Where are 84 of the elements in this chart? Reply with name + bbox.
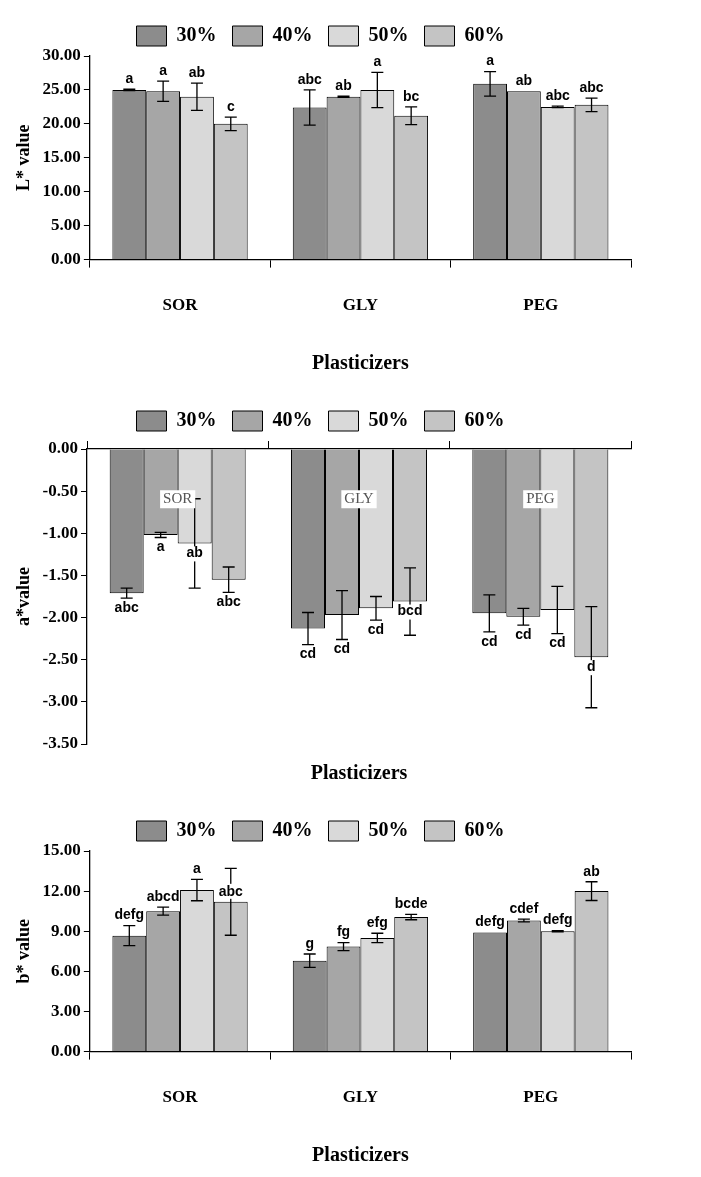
data-label: a — [125, 70, 134, 87]
data-label: abcd — [146, 888, 180, 905]
y-tick-label: 15.00 — [42, 840, 81, 860]
data-label: cd — [549, 634, 566, 651]
data-label: defg — [542, 911, 573, 928]
data-label: a — [373, 53, 382, 70]
x-tick-label: PEG — [523, 1087, 559, 1107]
data-label: cd — [481, 632, 498, 649]
data-label: a — [156, 538, 165, 555]
y-tick-label: -2.00 — [42, 606, 79, 626]
data-label: a — [159, 61, 168, 78]
legend-label: 30% — [176, 23, 217, 46]
data-label: bc — [402, 87, 420, 104]
data-label: abc — [545, 87, 570, 104]
y-tick-label: -3.00 — [42, 691, 79, 711]
legend-label: 60% — [464, 818, 505, 841]
y-axis-title: L* value — [13, 124, 34, 192]
y-tick-label: 0.00 — [51, 1040, 81, 1060]
y-tick-label: 6.00 — [51, 960, 81, 980]
data-label: a — [486, 52, 495, 69]
x-axis-title: Plasticizers — [312, 351, 409, 374]
data-label: cd — [515, 626, 532, 643]
legend-label: 40% — [272, 23, 313, 46]
data-label: fg — [336, 923, 351, 940]
legend-label: 50% — [368, 818, 409, 841]
data-label: a — [193, 860, 202, 877]
y-tick-label: 12.00 — [42, 880, 81, 900]
legend-label: 60% — [464, 408, 505, 431]
y-tick-label: -2.50 — [42, 649, 79, 669]
data-label: bcd — [397, 602, 423, 619]
legend-label: 50% — [368, 408, 409, 431]
x-tick-label: PEG — [526, 490, 555, 507]
data-label: abc — [579, 78, 604, 95]
data-label: abc — [218, 882, 244, 899]
y-tick-label: 3.00 — [51, 1000, 81, 1020]
x-tick-label: GLY — [342, 295, 379, 315]
x-tick-label: GLY — [344, 490, 374, 507]
data-label: abc — [216, 593, 241, 610]
data-label: ab — [188, 64, 206, 81]
data-label: defg — [114, 906, 145, 923]
data-label: d — [587, 658, 596, 675]
data-label: abc — [114, 599, 139, 616]
y-tick-label: 30.00 — [42, 45, 81, 65]
legend-label: 50% — [368, 23, 409, 46]
legend-label: 60% — [464, 23, 505, 46]
data-label: defg — [475, 913, 505, 930]
data-label: ab — [186, 544, 203, 561]
data-label: cd — [333, 640, 351, 657]
x-axis-title: Plasticizers — [312, 1143, 409, 1166]
y-tick-label: 5.00 — [51, 215, 81, 235]
x-tick-label: PEG — [523, 295, 559, 315]
data-label: cdef — [509, 900, 539, 917]
y-tick-label: 0.00 — [51, 248, 81, 268]
x-tick-label: SOR — [162, 295, 199, 315]
y-tick-label: -3.50 — [42, 733, 79, 753]
y-tick-label: -1.00 — [42, 522, 79, 542]
y-tick-label: 0.00 — [48, 438, 79, 458]
y-tick-label: -1.50 — [42, 564, 79, 584]
data-label: ab — [515, 72, 533, 89]
y-tick-label: -0.50 — [42, 480, 79, 500]
legend-label: 40% — [272, 818, 313, 841]
data-label: ab — [335, 76, 352, 93]
x-tick-label: GLY — [342, 1087, 379, 1107]
y-tick-label: 15.00 — [42, 147, 81, 167]
y-tick-label: 25.00 — [42, 79, 81, 99]
data-label: ab — [583, 862, 600, 879]
legend-label: 30% — [176, 818, 217, 841]
data-label: abc — [297, 70, 322, 87]
x-axis-title: Plasticizers — [310, 761, 408, 784]
data-label: c — [226, 97, 235, 114]
data-label: efg — [366, 914, 388, 931]
legend-label: 40% — [272, 408, 313, 431]
data-label: bcde — [394, 895, 428, 912]
y-tick-label: 20.00 — [42, 113, 81, 133]
data-label: cd — [299, 645, 317, 662]
x-tick-label: SOR — [162, 1087, 199, 1107]
legend-label: 30% — [176, 408, 217, 431]
y-tick-label: 9.00 — [51, 920, 81, 940]
y-axis-title: a*value — [13, 566, 34, 627]
y-axis-title: b* value — [13, 919, 34, 984]
data-label: cd — [367, 620, 385, 637]
data-label: g — [305, 934, 314, 951]
x-tick-label: SOR — [163, 490, 193, 507]
y-tick-label: 10.00 — [42, 181, 81, 201]
